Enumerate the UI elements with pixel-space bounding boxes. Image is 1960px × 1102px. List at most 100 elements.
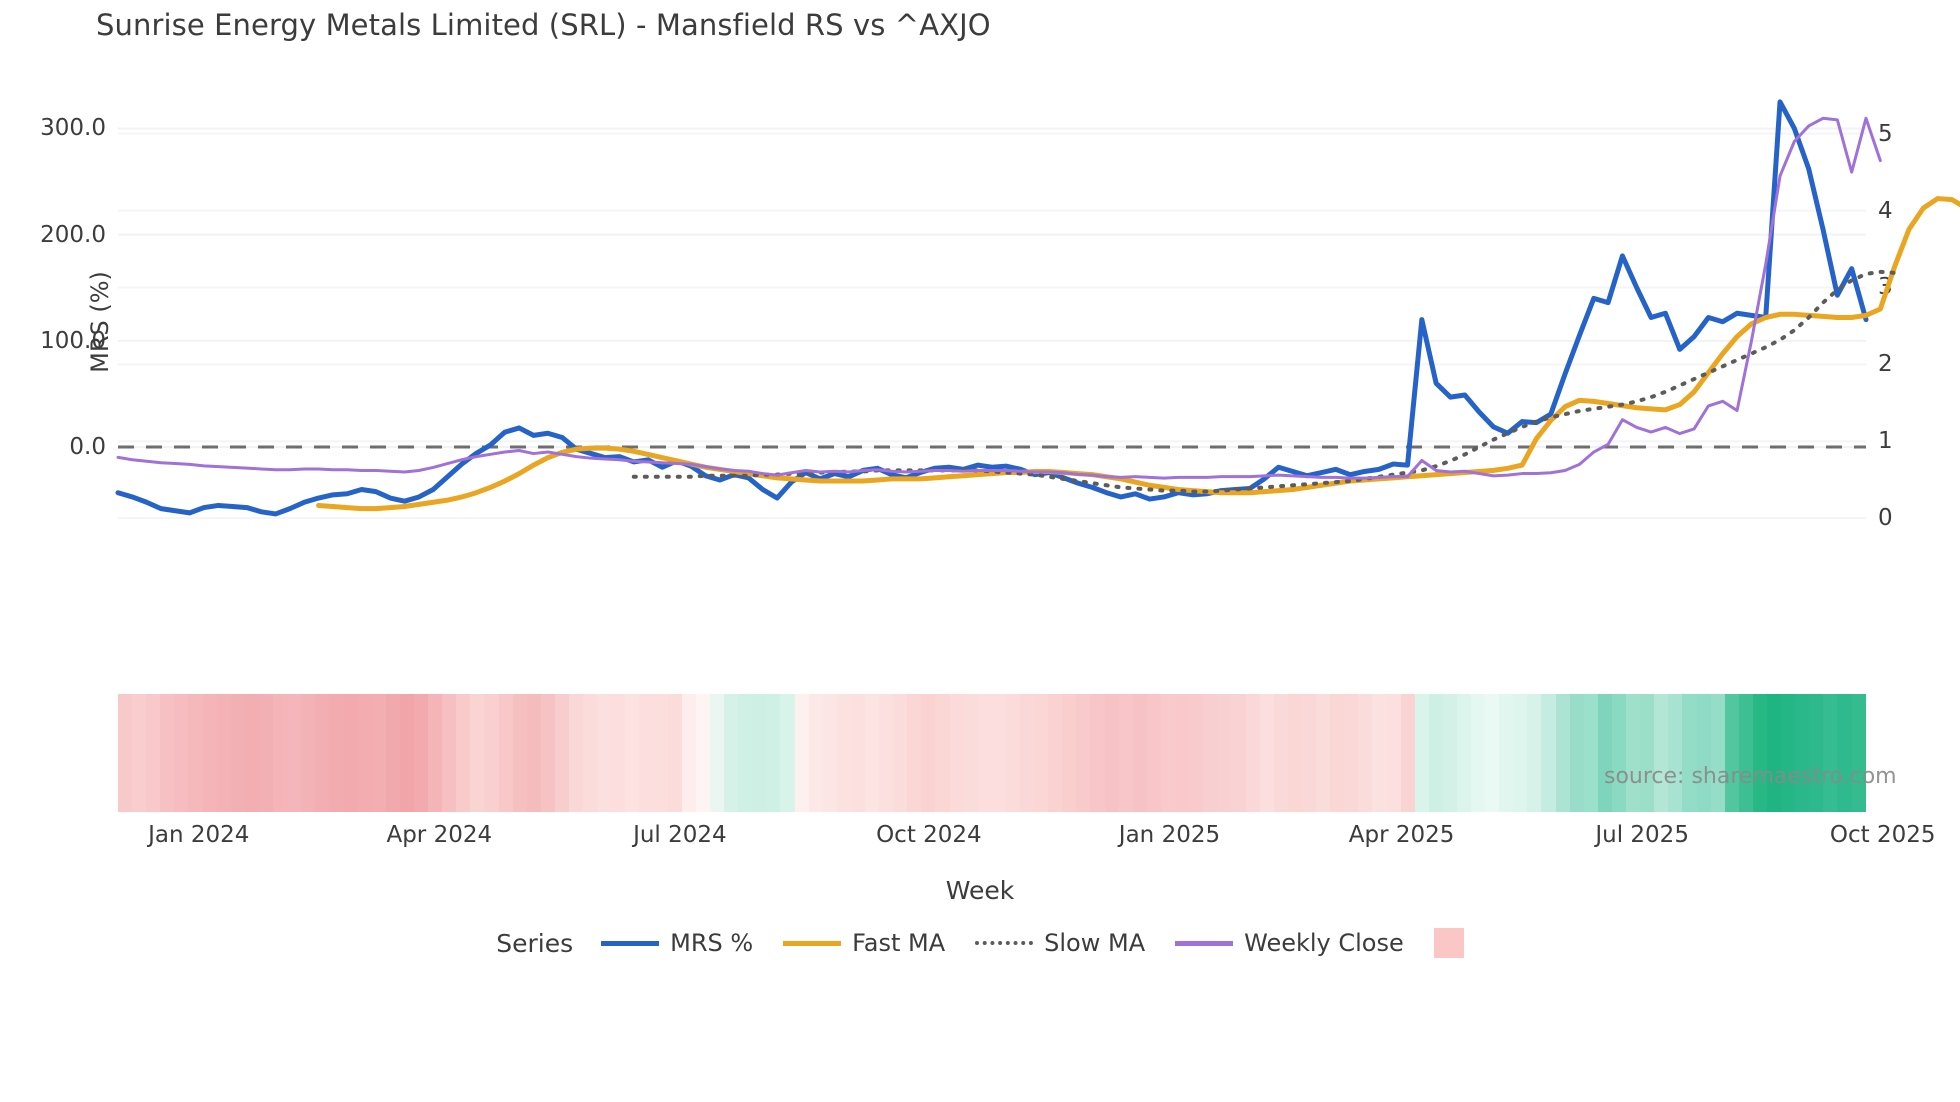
- chart-title: Sunrise Energy Metals Limited (SRL) - Ma…: [96, 8, 991, 42]
- x-axis-tick: Jul 2024: [633, 822, 727, 848]
- heat-strip-cell: [1301, 694, 1316, 812]
- series-line-fast-ma: [316, 196, 1960, 512]
- heat-strip-cell: [949, 694, 964, 812]
- heat-strip-cell: [1710, 694, 1725, 812]
- heat-strip-cell: [625, 694, 640, 812]
- heat-strip-cell: [470, 694, 485, 812]
- relative-strength-heat-strip: [118, 694, 1866, 812]
- heat-strip-cell: [907, 694, 922, 812]
- heat-strip-cell: [1358, 694, 1373, 812]
- heat-strip-cell: [343, 694, 358, 812]
- heat-strip-cell: [1724, 694, 1739, 812]
- heat-strip-cell: [512, 694, 527, 812]
- y-axis-right-tick: 1: [1878, 428, 1893, 455]
- heat-strip-cell: [1513, 694, 1528, 812]
- heat-strip-cell: [893, 694, 908, 812]
- heat-strip-cell: [611, 694, 626, 812]
- heat-strip-cell: [371, 694, 386, 812]
- legend-label: Slow MA: [1044, 929, 1146, 957]
- heat-strip-cell: [1020, 694, 1035, 812]
- heat-strip-cell: [1527, 694, 1542, 812]
- legend-dotted-line-icon: [975, 941, 1034, 945]
- heat-strip-cell: [836, 694, 851, 812]
- heat-strip-cell: [1287, 694, 1302, 812]
- heat-strip-cell: [850, 694, 865, 812]
- heat-strip-cell: [1442, 694, 1457, 812]
- heat-strip-cell: [329, 694, 344, 812]
- heat-strip-cell: [442, 694, 457, 812]
- heat-strip-cell: [1076, 694, 1091, 812]
- heat-strip-cell: [766, 694, 781, 812]
- heat-strip-cell: [963, 694, 978, 812]
- heat-strip-cell: [1611, 694, 1627, 812]
- heat-strip-cell: [1344, 694, 1359, 812]
- legend-item[interactable]: MRS %: [601, 929, 753, 957]
- heat-strip-cell: [202, 694, 217, 812]
- heat-strip-cell: [1118, 694, 1133, 812]
- heat-strip-cell: [244, 694, 259, 812]
- heat-strip-cell: [1203, 694, 1218, 812]
- x-axis-tick: Apr 2025: [1348, 822, 1455, 848]
- heat-strip-cell: [1752, 694, 1767, 812]
- heat-strip-cell: [1696, 694, 1711, 812]
- heat-strip-cell: [160, 694, 175, 812]
- heat-strip-cell: [681, 694, 696, 812]
- series-line-slow-ma: [631, 269, 1897, 494]
- heat-strip-cell: [554, 694, 569, 812]
- heat-strip-cell: [1485, 694, 1500, 812]
- heat-strip-cell: [653, 694, 668, 812]
- heat-strip-cell: [258, 694, 274, 812]
- heat-strip-cell: [1372, 694, 1387, 812]
- heat-strip-cell: [385, 694, 400, 812]
- heat-strip-cell: [188, 694, 203, 812]
- heat-strip-cell: [399, 694, 414, 812]
- heat-strip-cell: [1245, 694, 1260, 812]
- y-axis-right-tick: 5: [1878, 120, 1893, 147]
- heat-strip-cell: [822, 694, 837, 812]
- heat-strip-cell: [1189, 694, 1204, 812]
- heat-strip-cell: [1231, 694, 1246, 812]
- legend-line-icon: [1175, 940, 1234, 946]
- legend-item[interactable]: Fast MA: [783, 929, 945, 957]
- y-axis-left-tick: 0.0: [69, 434, 106, 461]
- heat-strip-cell: [808, 694, 823, 812]
- legend-item[interactable]: [1433, 928, 1464, 958]
- legend-colour-box-icon: [1433, 928, 1464, 958]
- heat-strip-cell: [498, 694, 513, 812]
- legend-line-icon: [783, 940, 842, 946]
- heat-strip-cell: [1062, 694, 1077, 812]
- heat-strip-cell: [1597, 694, 1612, 812]
- heat-strip-cell: [667, 694, 682, 812]
- y-axis-right-tick: 2: [1878, 351, 1893, 378]
- heat-strip-cell: [752, 694, 767, 812]
- heat-strip-cell: [1132, 694, 1147, 812]
- x-axis-title: Week: [945, 876, 1015, 905]
- legend-item[interactable]: Slow MA: [975, 929, 1145, 957]
- heat-strip-cell: [1626, 694, 1641, 812]
- heat-strip-cell: [1640, 694, 1655, 812]
- heat-strip-cell: [695, 694, 710, 812]
- heat-strip-cell: [540, 694, 555, 812]
- heat-strip-cell: [1668, 694, 1683, 812]
- heat-strip-cell: [1090, 694, 1105, 812]
- heat-strip-cell: [1217, 694, 1232, 812]
- heat-strip-cell: [1823, 694, 1838, 812]
- legend-item[interactable]: Weekly Close: [1175, 929, 1404, 957]
- legend-line-icon: [601, 940, 660, 946]
- heat-strip-cell: [357, 694, 372, 812]
- heat-strip-cell: [1414, 694, 1429, 812]
- x-axis-tick: Jan 2024: [148, 822, 250, 848]
- heat-strip-cell: [780, 694, 795, 812]
- heat-strip-cell: [879, 694, 894, 812]
- heat-strip-cell: [1315, 694, 1331, 812]
- y-axis-left-title: MRS (%): [86, 271, 114, 373]
- heat-strip-cell: [273, 694, 288, 812]
- heat-strip-cell: [301, 694, 316, 812]
- heat-strip-cell: [1738, 694, 1753, 812]
- heat-strip-cell: [1781, 694, 1796, 812]
- legend-label: MRS %: [670, 929, 754, 957]
- heat-strip-cell: [1048, 694, 1063, 812]
- heat-strip-cell: [935, 694, 950, 812]
- heat-strip-cell: [526, 694, 541, 812]
